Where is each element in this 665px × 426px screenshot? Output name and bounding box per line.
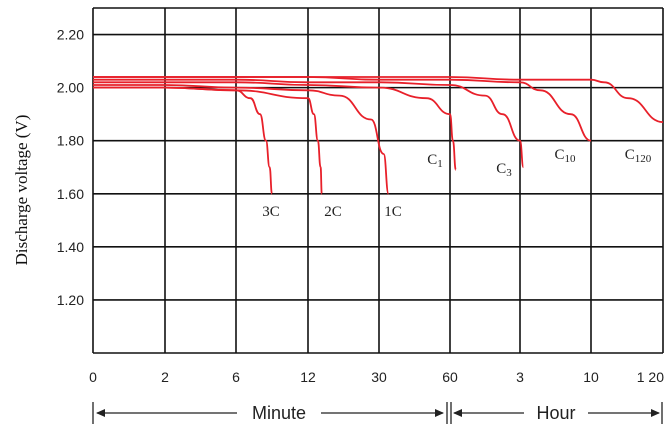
x-tick-label: 2 bbox=[161, 369, 169, 385]
curve-labels: 3C 2C 1C C1 C3 C10 C120 bbox=[262, 147, 652, 220]
curve-label-c3: C3 bbox=[496, 161, 512, 179]
x-tick-label: 30 bbox=[371, 369, 387, 385]
span-label: Hour bbox=[536, 403, 575, 423]
arrow-right-icon bbox=[651, 409, 660, 417]
x-tick-label: 3 bbox=[516, 369, 524, 385]
y-axis-label: Discharge voltage (V) bbox=[12, 115, 31, 266]
span-label: Minute bbox=[252, 403, 306, 423]
grid bbox=[92, 7, 664, 354]
y-tick-label: 1.20 bbox=[57, 292, 84, 308]
arrow-left-icon bbox=[96, 409, 105, 417]
curve-label-3c: 3C bbox=[262, 204, 280, 220]
y-ticks: 2.20 2.00 1.80 1.60 1.40 1.20 bbox=[57, 27, 84, 308]
x-spans: Minute Hour bbox=[92, 402, 663, 424]
x-tick-label: 10 bbox=[583, 369, 599, 385]
x-tick-label: 1 20 bbox=[637, 369, 664, 385]
y-tick-label: 2.20 bbox=[57, 27, 84, 43]
curve-label-c10: C10 bbox=[554, 147, 576, 165]
y-tick-label: 1.60 bbox=[57, 186, 84, 202]
x-tick-label: 12 bbox=[300, 369, 316, 385]
x-tick-label: 60 bbox=[442, 369, 458, 385]
curve-label-c120: C120 bbox=[625, 147, 652, 165]
curve-c120 bbox=[92, 76, 664, 123]
curve-2c bbox=[93, 86, 323, 195]
x-tick-label: 6 bbox=[232, 369, 240, 385]
arrow-left-icon bbox=[453, 409, 462, 417]
x-tick-label: 0 bbox=[89, 369, 97, 385]
y-tick-label: 1.40 bbox=[57, 239, 84, 255]
curve-label-c1: C1 bbox=[427, 152, 443, 170]
curve-c3 bbox=[93, 78, 525, 169]
curve-label-1c: 1C bbox=[384, 204, 402, 220]
curve-label-2c: 2C bbox=[324, 204, 342, 220]
y-tick-label: 1.80 bbox=[57, 133, 84, 149]
arrow-right-icon bbox=[435, 409, 444, 417]
curve-1c bbox=[93, 84, 390, 195]
curves bbox=[92, 76, 664, 195]
x-ticks: 0 2 6 12 30 60 3 10 1 20 bbox=[89, 369, 664, 385]
curve-c1 bbox=[92, 81, 457, 171]
y-tick-label: 2.00 bbox=[57, 80, 84, 96]
